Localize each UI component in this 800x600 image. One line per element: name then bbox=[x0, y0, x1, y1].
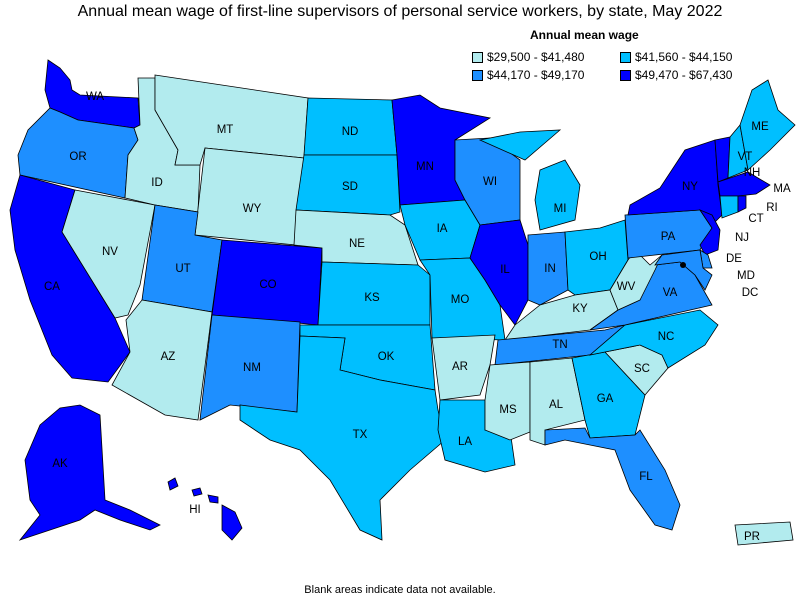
state-label-ut: UT bbox=[175, 263, 190, 275]
legend-label: $41,560 - $44,150 bbox=[635, 50, 733, 64]
legend: Annual mean wage $29,500 - $41,480 $41,5… bbox=[472, 28, 800, 82]
state-nc[interactable] bbox=[588, 309, 719, 369]
footnote: Blank areas indicate data not available. bbox=[304, 584, 496, 596]
state-label-ms: MS bbox=[499, 404, 517, 416]
state-label-pr: PR bbox=[744, 531, 760, 543]
state-label-mt: MT bbox=[217, 124, 234, 136]
state-label-nj: NJ bbox=[735, 232, 749, 244]
state-label-mo: MO bbox=[451, 294, 470, 306]
legend-item-bin-2: $41,560 - $44,150 bbox=[620, 50, 790, 64]
state-ks[interactable] bbox=[317, 261, 431, 326]
legend-title: Annual mean wage bbox=[530, 28, 639, 42]
state-labels: WA OR CA NV ID MT WY UT AZ CO NM ND SD NE KS OK TX MN IA MO… bbox=[44, 91, 791, 543]
state-me[interactable] bbox=[739, 79, 796, 171]
state-label-nh: NH bbox=[744, 167, 761, 179]
state-label-pa: PA bbox=[661, 231, 676, 243]
state-label-ia: IA bbox=[437, 223, 448, 235]
state-label-va: VA bbox=[663, 287, 678, 299]
legend-swatch bbox=[472, 51, 483, 63]
state-ak[interactable] bbox=[18, 404, 161, 541]
state-label-ct: CT bbox=[748, 213, 763, 225]
state-label-ar: AR bbox=[452, 361, 468, 373]
state-label-sc: SC bbox=[634, 363, 650, 375]
legend-swatch bbox=[620, 69, 631, 81]
state-label-or: OR bbox=[69, 151, 86, 163]
map-title: Annual mean wage of first-line superviso… bbox=[77, 3, 723, 20]
state-label-la: LA bbox=[458, 436, 472, 448]
state-label-nv: NV bbox=[102, 246, 118, 258]
dc-marker bbox=[680, 262, 686, 268]
state-label-ga: GA bbox=[597, 393, 614, 405]
legend-item-bin-3: $44,170 - $49,170 bbox=[472, 68, 620, 82]
state-label-wv: WV bbox=[617, 281, 636, 293]
state-label-wa: WA bbox=[86, 91, 104, 103]
state-label-wi: WI bbox=[483, 176, 497, 188]
state-wy[interactable] bbox=[194, 147, 305, 246]
state-label-ri: RI bbox=[766, 202, 778, 214]
legend-label: $49,470 - $67,430 bbox=[635, 68, 733, 82]
state-hi[interactable] bbox=[167, 477, 243, 541]
state-az[interactable] bbox=[111, 299, 213, 421]
state-md[interactable] bbox=[654, 249, 713, 291]
state-ar[interactable] bbox=[431, 334, 496, 401]
state-label-al: AL bbox=[549, 399, 564, 411]
state-label-nc: NC bbox=[658, 331, 675, 343]
state-label-ok: OK bbox=[378, 351, 395, 363]
state-label-mi: MI bbox=[554, 203, 567, 215]
state-label-wy: WY bbox=[243, 203, 262, 215]
state-label-ca: CA bbox=[44, 281, 60, 293]
legend-label: $44,170 - $49,170 bbox=[487, 68, 585, 82]
legend-item-bin-1: $29,500 - $41,480 bbox=[472, 50, 620, 64]
state-label-ma: MA bbox=[773, 183, 791, 195]
state-nj[interactable] bbox=[698, 209, 721, 256]
state-label-tx: TX bbox=[353, 429, 368, 441]
state-label-ak: AK bbox=[52, 458, 68, 470]
state-label-de: DE bbox=[726, 253, 742, 265]
state-label-tn: TN bbox=[552, 339, 567, 351]
state-label-ne: NE bbox=[349, 238, 365, 250]
state-label-me: ME bbox=[751, 121, 769, 133]
state-sd[interactable] bbox=[295, 154, 401, 216]
state-label-in: IN bbox=[544, 263, 556, 275]
state-label-ny: NY bbox=[682, 181, 698, 193]
state-label-il: IL bbox=[500, 264, 510, 276]
state-label-vt: VT bbox=[738, 151, 753, 163]
state-label-co: CO bbox=[259, 279, 276, 291]
state-label-fl: FL bbox=[639, 471, 653, 483]
legend-swatch bbox=[472, 69, 483, 81]
state-label-md: MD bbox=[737, 270, 755, 282]
state-label-ks: KS bbox=[364, 292, 380, 304]
state-mi[interactable] bbox=[478, 129, 581, 231]
state-pr[interactable] bbox=[734, 521, 794, 546]
state-in[interactable] bbox=[527, 231, 569, 306]
state-label-ky: KY bbox=[572, 303, 588, 315]
state-label-nd: ND bbox=[342, 126, 359, 138]
state-label-az: AZ bbox=[161, 351, 176, 363]
state-label-mn: MN bbox=[416, 161, 434, 173]
state-label-hi: HI bbox=[189, 504, 201, 516]
state-fl[interactable] bbox=[544, 427, 681, 531]
state-tx[interactable] bbox=[239, 335, 446, 541]
state-ct[interactable] bbox=[719, 195, 739, 219]
state-label-nm: NM bbox=[243, 362, 261, 374]
legend-item-bin-4: $49,470 - $67,430 bbox=[620, 68, 790, 82]
state-ri[interactable] bbox=[737, 195, 747, 213]
state-label-oh: OH bbox=[589, 251, 606, 263]
state-label-id: ID bbox=[151, 177, 163, 189]
legend-label: $29,500 - $41,480 bbox=[487, 50, 585, 64]
state-ms[interactable] bbox=[484, 361, 531, 441]
state-label-sd: SD bbox=[342, 181, 358, 193]
state-label-dc: DC bbox=[742, 287, 759, 299]
legend-swatch bbox=[620, 51, 631, 63]
